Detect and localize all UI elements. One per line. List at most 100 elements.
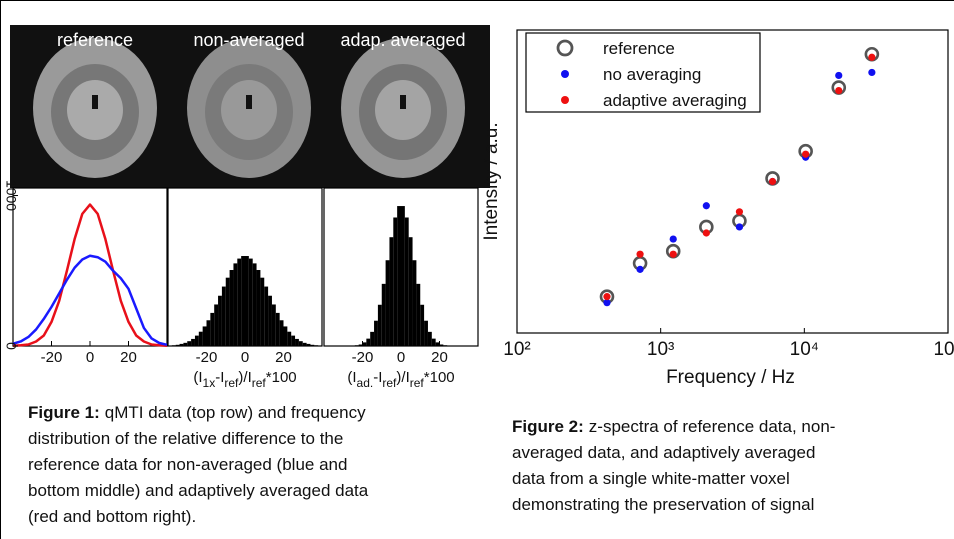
histogram-bar bbox=[218, 295, 222, 346]
legend-marker bbox=[561, 96, 569, 104]
scatter-point bbox=[603, 293, 611, 301]
histogram-bar bbox=[381, 283, 386, 346]
histogram-bar bbox=[427, 331, 432, 346]
histogram-bar bbox=[287, 331, 292, 346]
histogram-bar bbox=[237, 258, 242, 346]
x-tick-label: 20 bbox=[275, 349, 292, 366]
x-tick-label: 0 bbox=[241, 349, 249, 366]
histogram-bar bbox=[264, 286, 269, 346]
scatter-point bbox=[735, 223, 744, 231]
histogram-bar bbox=[221, 286, 226, 346]
histogram-bar bbox=[389, 237, 394, 346]
x-axis-label-subscript: ref bbox=[410, 376, 425, 390]
histogram-bar bbox=[408, 237, 413, 346]
scatter-point bbox=[835, 71, 843, 80]
x-axis-label-part: -I bbox=[215, 369, 224, 386]
x-axis-label-part: )/I bbox=[238, 369, 251, 386]
histogram-bar bbox=[416, 283, 421, 346]
x-axis-label-subscript: ref bbox=[224, 376, 239, 390]
x-tick-label: 10⁵ bbox=[933, 339, 954, 360]
histogram-bar bbox=[245, 256, 249, 346]
legend-label: adaptive averaging bbox=[603, 91, 747, 110]
scatter-point bbox=[835, 87, 843, 95]
x-tick-label: 0 bbox=[397, 349, 405, 366]
histogram-bar bbox=[370, 331, 375, 346]
histogram-bar bbox=[435, 342, 440, 346]
histogram-bar bbox=[366, 338, 371, 346]
histogram-bar bbox=[175, 344, 180, 346]
histogram-bar bbox=[302, 342, 307, 346]
histogram-bar bbox=[229, 270, 234, 346]
histogram-bar bbox=[191, 338, 195, 346]
x-axis-label: (I1x-Iref)/Iref*100 bbox=[193, 369, 296, 390]
histogram-bar bbox=[374, 320, 378, 346]
caption-line: demonstrating the preservation of signal bbox=[512, 495, 814, 514]
scatter-point bbox=[669, 250, 677, 258]
brain-image bbox=[33, 38, 157, 178]
histogram-bar bbox=[187, 341, 192, 346]
histogram-bar bbox=[194, 335, 199, 346]
x-axis-label-part: (I bbox=[193, 369, 202, 386]
histogram-bar bbox=[256, 270, 261, 346]
histogram-bar bbox=[412, 260, 417, 346]
image-label: non-averaged bbox=[193, 30, 304, 50]
histogram-bar bbox=[198, 331, 203, 346]
caption-line: averaged data, and adaptively averaged bbox=[512, 443, 815, 462]
image-label: adap. averaged bbox=[340, 30, 465, 50]
x-axis-label-subscript: ref bbox=[252, 376, 267, 390]
y-tick-label: 0 bbox=[3, 342, 19, 350]
caption-line: (red and bottom right). bbox=[28, 507, 196, 526]
histogram-bar bbox=[393, 217, 398, 346]
histogram-bar bbox=[404, 217, 409, 346]
caption-label: Figure 2: bbox=[512, 417, 584, 436]
histogram-bar bbox=[385, 260, 390, 346]
scatter-point bbox=[735, 208, 744, 216]
histogram-bar bbox=[268, 295, 272, 346]
histogram-bar bbox=[225, 277, 230, 346]
histogram-bar bbox=[310, 344, 315, 346]
histogram-bar bbox=[401, 206, 405, 346]
histogram-bar bbox=[377, 304, 382, 346]
x-axis-label-part: *100 bbox=[266, 369, 297, 386]
scatter-point bbox=[669, 235, 677, 243]
scatter-point bbox=[802, 150, 810, 158]
scatter-point bbox=[636, 250, 644, 258]
caption-line: data from a single white-matter voxel bbox=[512, 469, 790, 488]
legend-label: reference bbox=[603, 39, 675, 58]
x-tick-label: -20 bbox=[41, 349, 63, 366]
x-tick-label: 10⁴ bbox=[790, 339, 819, 360]
histogram-bar bbox=[295, 338, 299, 346]
y-axis-label: Intensity / a.u. bbox=[481, 122, 502, 240]
x-axis-label-part: *100 bbox=[424, 369, 455, 386]
x-axis-label-part: )/I bbox=[396, 369, 409, 386]
histogram-bar bbox=[252, 263, 257, 346]
histogram-bar bbox=[283, 326, 288, 346]
histogram-bar bbox=[275, 312, 280, 346]
histogram-bar bbox=[397, 206, 401, 346]
scatter-point bbox=[768, 177, 777, 186]
x-tick-label: 10³ bbox=[647, 339, 674, 360]
line-series bbox=[12, 203, 168, 347]
caption-text: z-spectra of reference data, non- bbox=[589, 417, 836, 436]
caption-line: Figure 2: z-spectra of reference data, no… bbox=[512, 417, 835, 436]
x-axis-label: (Iad.-Iref)/Iref*100 bbox=[347, 369, 454, 390]
legend-label: no averaging bbox=[603, 65, 701, 84]
histogram-bar bbox=[306, 343, 311, 346]
caption-text: qMTI data (top row) and frequency bbox=[105, 403, 366, 422]
x-axis-label-part: (I bbox=[347, 369, 356, 386]
scatter-point bbox=[868, 53, 876, 61]
histogram-bar bbox=[183, 342, 188, 346]
x-axis-label-subscript: ref bbox=[382, 376, 397, 390]
x-tick-label: 20 bbox=[431, 349, 448, 366]
histogram-bar bbox=[248, 258, 253, 346]
brain-image bbox=[341, 38, 465, 178]
histogram-bar bbox=[260, 277, 265, 346]
histogram-bar bbox=[431, 338, 436, 346]
brain-image bbox=[187, 38, 311, 178]
histogram-bar bbox=[298, 341, 303, 346]
x-tick-label: 0 bbox=[86, 349, 94, 366]
x-tick-label: 10² bbox=[503, 339, 530, 360]
image-label: reference bbox=[57, 30, 133, 50]
scatter-point bbox=[868, 68, 876, 77]
plot-frame bbox=[516, 29, 949, 334]
